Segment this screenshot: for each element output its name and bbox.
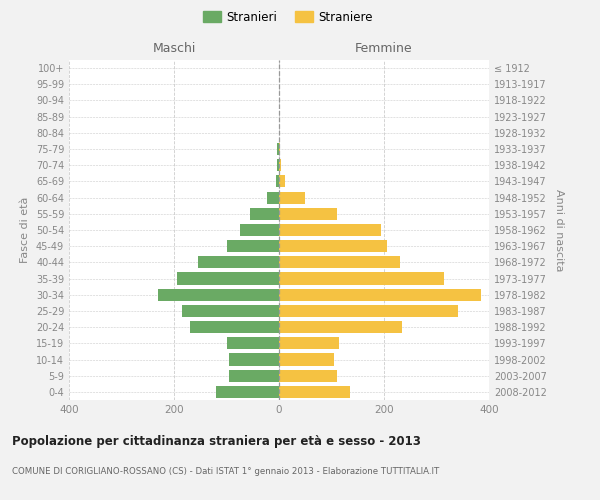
Bar <box>279 159 281 172</box>
Bar <box>279 354 334 366</box>
Bar <box>182 305 279 317</box>
Bar <box>158 288 279 301</box>
Bar <box>229 370 279 382</box>
Bar <box>216 386 279 398</box>
Bar <box>279 256 400 268</box>
Bar <box>279 338 340 349</box>
Legend: Stranieri, Straniere: Stranieri, Straniere <box>198 6 378 28</box>
Bar <box>176 272 279 284</box>
Bar <box>279 370 337 382</box>
Bar <box>279 176 286 188</box>
Text: COMUNE DI CORIGLIANO-ROSSANO (CS) - Dati ISTAT 1° gennaio 2013 - Elaborazione TU: COMUNE DI CORIGLIANO-ROSSANO (CS) - Dati… <box>12 468 439 476</box>
Bar <box>279 143 280 155</box>
Bar <box>279 321 403 333</box>
Bar <box>279 192 305 203</box>
Bar <box>279 240 386 252</box>
Bar <box>279 208 337 220</box>
Bar <box>268 192 279 203</box>
Bar <box>279 288 481 301</box>
Bar <box>279 224 382 236</box>
Bar <box>277 176 279 188</box>
Text: Maschi: Maschi <box>152 42 196 55</box>
Bar <box>229 354 279 366</box>
Y-axis label: Fasce di età: Fasce di età <box>20 197 30 263</box>
Text: Popolazione per cittadinanza straniera per età e sesso - 2013: Popolazione per cittadinanza straniera p… <box>12 435 421 448</box>
Bar <box>277 159 279 172</box>
Bar <box>279 386 350 398</box>
Bar <box>279 305 458 317</box>
Bar <box>277 143 279 155</box>
Bar <box>197 256 279 268</box>
Bar <box>250 208 279 220</box>
Bar <box>190 321 279 333</box>
Bar <box>279 272 445 284</box>
Bar <box>227 240 279 252</box>
Text: Femmine: Femmine <box>355 42 413 55</box>
Bar <box>227 338 279 349</box>
Bar <box>239 224 279 236</box>
Y-axis label: Anni di nascita: Anni di nascita <box>554 188 563 271</box>
